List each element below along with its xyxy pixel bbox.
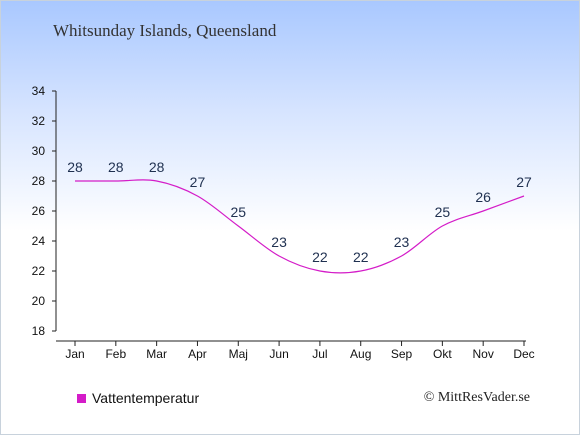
x-tick-label: Feb xyxy=(105,347,126,361)
x-tick-label: Maj xyxy=(229,347,248,361)
x-tick-label: Jan xyxy=(65,347,84,361)
data-label: 27 xyxy=(190,174,206,190)
data-label: 22 xyxy=(353,249,369,265)
data-label: 28 xyxy=(108,159,124,175)
data-label: 28 xyxy=(67,159,83,175)
x-tick-label: Jun xyxy=(269,347,288,361)
x-tick-label: Okt xyxy=(433,347,452,361)
y-tick-label: 28 xyxy=(32,174,46,188)
x-tick-label: Apr xyxy=(188,347,207,361)
y-tick-label: 24 xyxy=(32,234,46,248)
chart-title: Whitsunday Islands, Queensland xyxy=(53,21,277,40)
x-tick-label: Sep xyxy=(391,347,413,361)
legend-swatch xyxy=(77,393,86,403)
data-label: 25 xyxy=(435,204,451,220)
data-label: 23 xyxy=(394,234,410,250)
credit-text: © MittResVader.se xyxy=(423,390,530,405)
legend: Vattentemperatur xyxy=(77,390,199,406)
x-tick-label: Jul xyxy=(312,347,327,361)
data-label: 22 xyxy=(312,249,328,265)
y-tick-label: 18 xyxy=(32,324,46,338)
y-tick-label: 34 xyxy=(32,84,46,98)
y-tick-label: 22 xyxy=(32,264,46,278)
y-tick-label: 26 xyxy=(32,204,46,218)
data-label: 28 xyxy=(149,159,165,175)
x-tick-label: Aug xyxy=(350,347,371,361)
data-label: 25 xyxy=(230,204,246,220)
legend-label: Vattentemperatur xyxy=(92,390,200,406)
data-label: 26 xyxy=(475,189,491,205)
y-tick-label: 30 xyxy=(32,144,46,158)
y-tick-label: 32 xyxy=(32,114,46,128)
x-tick-label: Nov xyxy=(473,347,494,361)
data-label: 23 xyxy=(271,234,287,250)
x-tick-label: Dec xyxy=(513,347,534,361)
y-tick-label: 20 xyxy=(32,294,46,308)
x-tick-label: Mar xyxy=(146,347,167,361)
data-label: 27 xyxy=(516,174,532,190)
series-line-vattentemperatur xyxy=(75,179,525,274)
